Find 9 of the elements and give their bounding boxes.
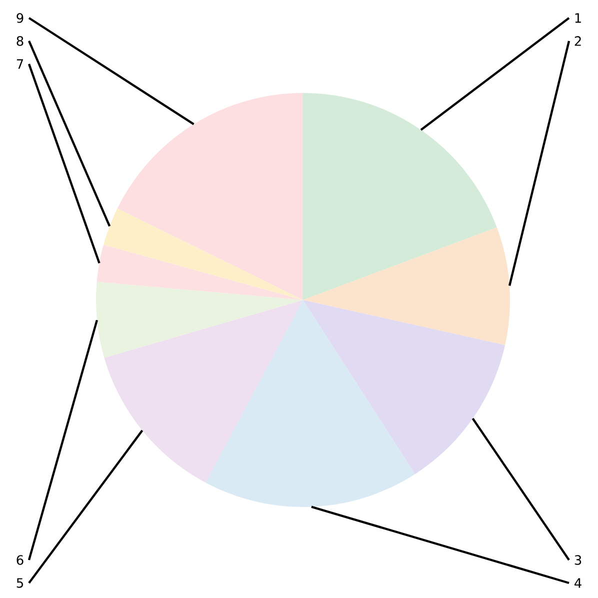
- slice-label: 5: [16, 578, 23, 588]
- slice-label: 9: [16, 13, 24, 23]
- slice-label: 1: [575, 13, 581, 23]
- slice-label: 3: [574, 555, 582, 565]
- slice-label: 6: [16, 555, 24, 565]
- slice-label: 7: [16, 59, 24, 69]
- slice-label: 2: [574, 36, 581, 46]
- slice-label: 4: [574, 578, 582, 588]
- slice-label: 8: [16, 36, 24, 46]
